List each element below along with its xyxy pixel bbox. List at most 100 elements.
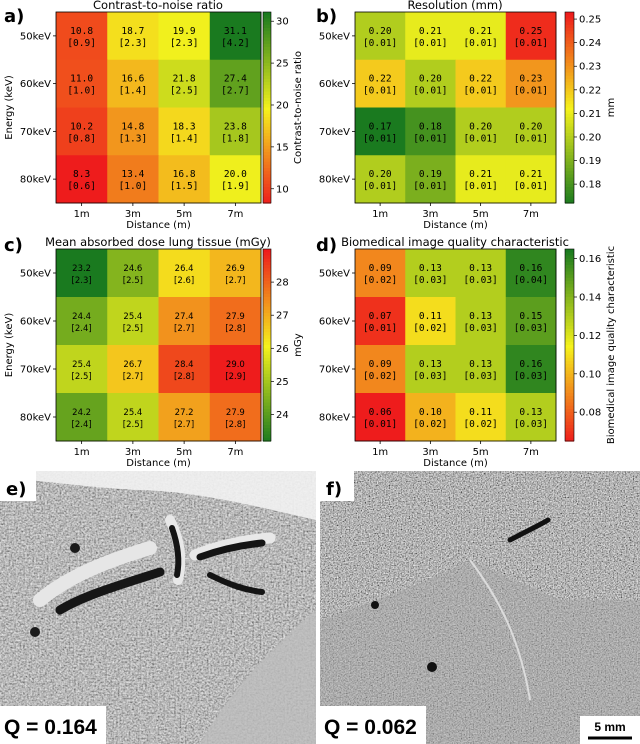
colorbar-segment xyxy=(565,196,574,201)
colorbar-segment xyxy=(565,139,574,144)
colorbar-frame xyxy=(262,11,272,204)
cell-value-label: 26.7 xyxy=(123,360,142,370)
colorbar-segment xyxy=(565,322,574,327)
colorbar-frame xyxy=(564,248,575,442)
chart-title: Biomedical image quality characteristic xyxy=(341,235,569,249)
heatmap-cell xyxy=(158,12,211,61)
cell-uncertainty-label: [4.2] xyxy=(221,38,250,49)
tissue-region-e xyxy=(200,610,316,744)
heatmap-cell xyxy=(455,297,507,346)
colorbar-segment xyxy=(565,370,574,375)
y-tick-label: 70keV xyxy=(319,365,350,376)
colorbar-segment xyxy=(263,164,271,169)
heatmap-cell xyxy=(56,107,108,156)
heatmap-cell xyxy=(505,345,557,394)
cell-uncertainty-label: [2.6] xyxy=(174,276,194,286)
cell-value-label: 24.4 xyxy=(72,312,91,322)
colorbar-segment xyxy=(263,123,271,128)
colorbar-segment xyxy=(565,110,574,115)
colorbar-tick-label: 0.23 xyxy=(579,62,601,73)
cell-value-label: 8.3 xyxy=(73,169,90,180)
cell-value-label: 0.17 xyxy=(369,121,392,132)
colorbar-segment xyxy=(263,255,271,260)
x-tick-label: 1m xyxy=(372,209,388,220)
x-tick-label: 7m xyxy=(227,209,243,220)
colorbar-segment xyxy=(565,268,574,272)
colorbar-segment xyxy=(565,249,574,253)
colorbar-segment xyxy=(263,78,271,83)
cell-value-label: 16.6 xyxy=(121,74,144,85)
heatmap-cell xyxy=(505,393,557,442)
panel-label: c) xyxy=(4,235,23,256)
cell-value-label: 0.20 xyxy=(369,169,392,180)
colorbar-segment xyxy=(565,261,574,266)
heatmap-cell xyxy=(158,345,211,394)
heatmap-cell xyxy=(107,59,159,108)
colorbar-segment xyxy=(263,101,271,105)
cell-uncertainty-label: [0.01] xyxy=(514,133,548,144)
heatmap-cell xyxy=(107,297,159,346)
cell-uncertainty-label: [2.7] xyxy=(225,276,245,286)
cell-uncertainty-label: [1.5] xyxy=(170,181,199,192)
cell-uncertainty-label: [0.01] xyxy=(514,181,548,192)
colorbar-segment xyxy=(565,421,574,426)
x-tick-label: 5m xyxy=(473,447,489,458)
cell-uncertainty-label: [0.03] xyxy=(514,323,548,334)
panel-label: b) xyxy=(316,6,337,27)
heatmap-cell xyxy=(56,155,108,204)
heatmap-cell xyxy=(107,249,159,298)
colorbar-segment xyxy=(263,322,271,327)
cell-value-label: 0.07 xyxy=(369,311,392,322)
colorbar-segment xyxy=(565,158,574,163)
y-tick-label: 60keV xyxy=(20,317,51,328)
colorbar-segment xyxy=(263,284,271,288)
cell-uncertainty-label: [0.01] xyxy=(413,86,447,97)
vessel-e xyxy=(55,567,165,615)
colorbar-segment xyxy=(263,158,271,163)
cell-value-label: 10.8 xyxy=(70,26,93,37)
colorbar-segment xyxy=(565,107,574,112)
heatmap-cell xyxy=(405,249,456,298)
heatmap-cell xyxy=(56,59,108,108)
plot-frame xyxy=(55,11,262,204)
cell-uncertainty-label: [0.6] xyxy=(67,181,96,192)
colorbar-segment xyxy=(263,373,271,378)
heatmap-cell xyxy=(209,249,262,298)
cell-uncertainty-label: [1.0] xyxy=(119,181,148,192)
colorbar-segment xyxy=(565,335,574,340)
colorbar-segment xyxy=(565,177,574,182)
heatmap-cell xyxy=(405,297,456,346)
ct-image-f xyxy=(320,471,640,744)
colorbar-segment xyxy=(565,190,574,195)
colorbar-segment xyxy=(565,161,574,166)
cell-value-label: 0.13 xyxy=(469,263,492,274)
cell-uncertainty-label: [0.01] xyxy=(463,38,497,49)
colorbar-segment xyxy=(263,309,271,314)
colorbar-segment xyxy=(565,380,574,384)
colorbar-segment xyxy=(565,75,574,80)
x-tick-label: 7m xyxy=(523,209,539,220)
cell-uncertainty-label: [2.3] xyxy=(119,38,148,49)
cell-value-label: 0.10 xyxy=(419,407,442,418)
y-tick-label: 80keV xyxy=(20,175,51,186)
cell-uncertainty-label: [0.01] xyxy=(413,38,447,49)
colorbar-segment xyxy=(263,183,271,188)
heatmap-cell xyxy=(355,59,406,108)
colorbar-segment xyxy=(263,190,271,195)
cell-uncertainty-label: [0.02] xyxy=(463,419,497,430)
colorbar-tick-label: 0.18 xyxy=(579,180,601,191)
colorbar-segment xyxy=(263,18,271,23)
colorbar-segment xyxy=(565,27,574,32)
colorbar-segment xyxy=(263,271,271,276)
cell-uncertainty-label: [2.3] xyxy=(72,276,92,286)
heatmap-cell xyxy=(405,59,456,108)
colorbar-segment xyxy=(263,21,271,26)
heatmap-cell xyxy=(158,59,211,108)
colorbar-segment xyxy=(565,88,574,93)
cell-uncertainty-label: [1.4] xyxy=(119,86,148,97)
heatmap-cell xyxy=(505,12,557,61)
colorbar-segment xyxy=(565,15,574,19)
y-tick-label: 70keV xyxy=(20,127,51,138)
cell-uncertainty-label: [1.3] xyxy=(119,133,148,144)
